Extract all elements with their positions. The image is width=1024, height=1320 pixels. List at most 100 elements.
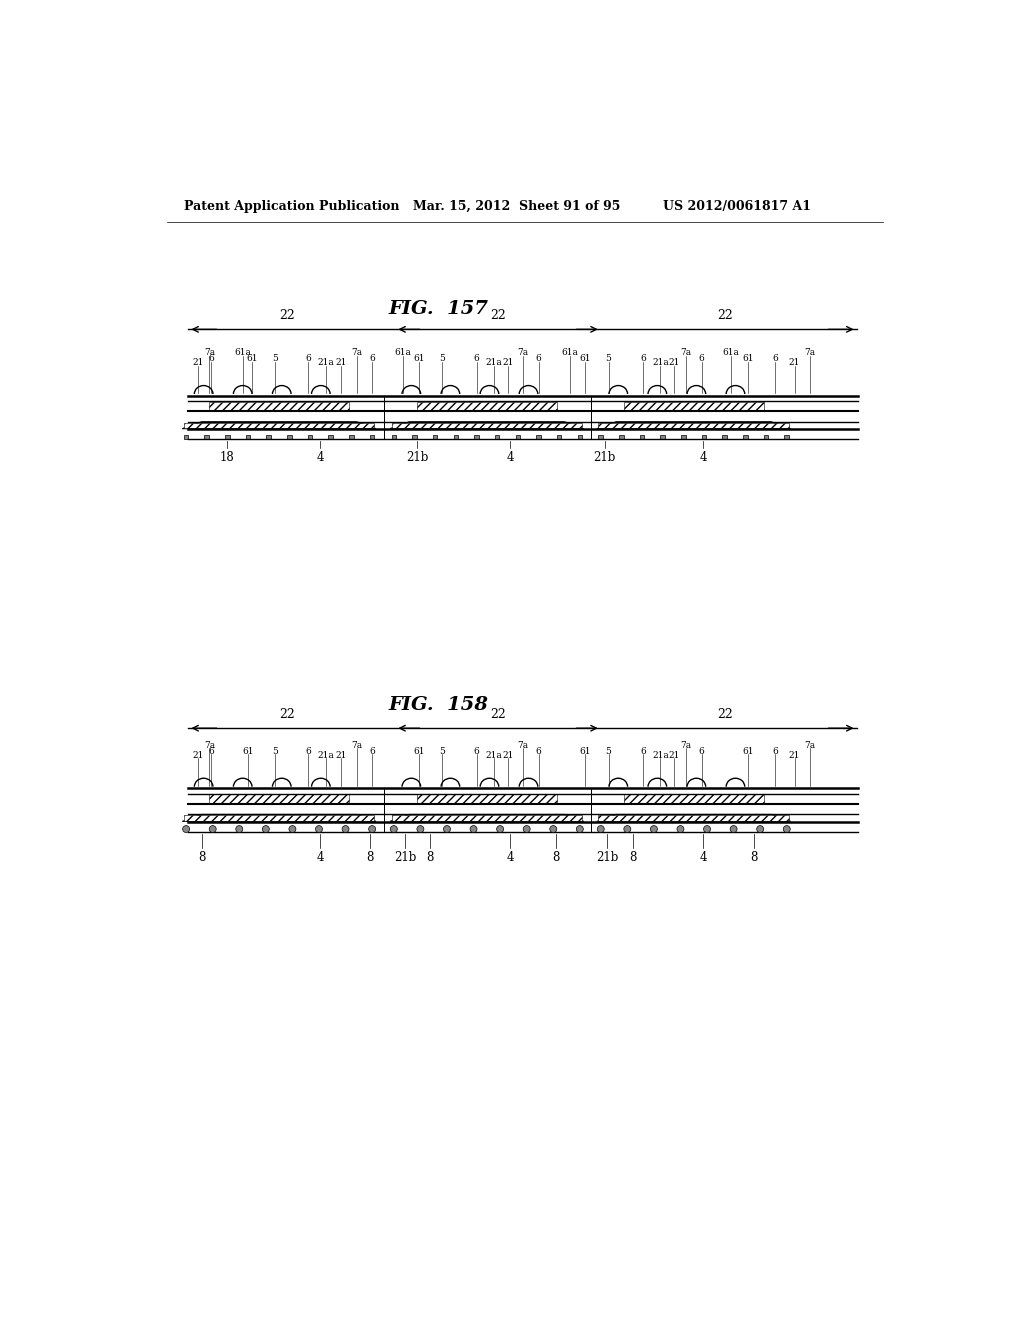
Bar bbox=[722, 434, 727, 438]
Bar bbox=[183, 434, 188, 438]
Text: 6: 6 bbox=[370, 354, 375, 363]
Text: 61: 61 bbox=[246, 354, 258, 363]
Text: 8: 8 bbox=[427, 851, 434, 865]
Bar bbox=[620, 434, 624, 438]
Text: 21a: 21a bbox=[485, 358, 502, 367]
Text: 5: 5 bbox=[439, 354, 444, 363]
Circle shape bbox=[470, 825, 477, 833]
Bar bbox=[537, 434, 541, 438]
Text: 6: 6 bbox=[772, 747, 778, 756]
Text: 21b: 21b bbox=[406, 451, 428, 465]
Text: 21: 21 bbox=[788, 358, 800, 367]
Polygon shape bbox=[597, 814, 791, 821]
Circle shape bbox=[757, 825, 764, 833]
Text: 61: 61 bbox=[413, 354, 424, 363]
Bar bbox=[308, 434, 312, 438]
Text: 18: 18 bbox=[220, 451, 234, 465]
Text: 22: 22 bbox=[279, 709, 295, 721]
Text: 61a: 61a bbox=[394, 348, 412, 356]
Bar bbox=[743, 434, 748, 438]
Text: 7a: 7a bbox=[204, 741, 215, 750]
Text: 7a: 7a bbox=[204, 348, 215, 356]
Circle shape bbox=[783, 825, 791, 833]
Text: 5: 5 bbox=[272, 747, 279, 756]
Bar bbox=[349, 434, 353, 438]
Circle shape bbox=[369, 825, 376, 833]
Circle shape bbox=[624, 825, 631, 833]
Text: 61a: 61a bbox=[723, 348, 739, 356]
Text: 7a: 7a bbox=[518, 741, 528, 750]
Text: 6: 6 bbox=[772, 354, 778, 363]
Polygon shape bbox=[391, 422, 583, 428]
Text: 7a: 7a bbox=[351, 348, 362, 356]
Polygon shape bbox=[624, 795, 764, 803]
Bar bbox=[413, 434, 417, 438]
Text: 21b: 21b bbox=[394, 851, 417, 865]
Bar bbox=[578, 434, 583, 438]
Polygon shape bbox=[598, 422, 790, 428]
Text: 6: 6 bbox=[536, 354, 542, 363]
Circle shape bbox=[497, 825, 504, 833]
Circle shape bbox=[650, 825, 657, 833]
Polygon shape bbox=[183, 816, 375, 821]
Bar bbox=[225, 434, 229, 438]
Text: FIG.  158: FIG. 158 bbox=[388, 696, 488, 714]
Text: FIG.  157: FIG. 157 bbox=[388, 300, 488, 318]
Text: US 2012/0061817 A1: US 2012/0061817 A1 bbox=[663, 199, 811, 213]
Bar bbox=[701, 434, 707, 438]
Circle shape bbox=[315, 825, 323, 833]
Text: 6: 6 bbox=[698, 354, 705, 363]
Text: 21: 21 bbox=[193, 751, 204, 759]
Bar bbox=[246, 434, 251, 438]
Text: 6: 6 bbox=[208, 747, 214, 756]
Bar bbox=[557, 434, 561, 438]
Bar bbox=[515, 434, 520, 438]
Bar bbox=[784, 434, 790, 438]
Text: 61: 61 bbox=[243, 747, 254, 756]
Circle shape bbox=[730, 825, 737, 833]
Text: 61: 61 bbox=[413, 747, 424, 756]
Text: 21a: 21a bbox=[317, 751, 334, 759]
Circle shape bbox=[209, 825, 216, 833]
Text: 8: 8 bbox=[198, 851, 206, 865]
Text: Patent Application Publication: Patent Application Publication bbox=[183, 199, 399, 213]
Text: 7a: 7a bbox=[518, 348, 528, 356]
Text: 7a: 7a bbox=[680, 348, 691, 356]
Bar bbox=[287, 434, 292, 438]
Text: 22: 22 bbox=[717, 709, 732, 721]
Bar bbox=[495, 434, 500, 438]
Text: 6: 6 bbox=[305, 354, 310, 363]
Text: 6: 6 bbox=[536, 747, 542, 756]
Bar bbox=[454, 434, 458, 438]
Text: 5: 5 bbox=[272, 354, 279, 363]
Circle shape bbox=[577, 825, 584, 833]
Text: 22: 22 bbox=[490, 709, 506, 721]
Text: 8: 8 bbox=[367, 851, 374, 865]
Polygon shape bbox=[391, 816, 583, 821]
Circle shape bbox=[262, 825, 269, 833]
Text: 61: 61 bbox=[580, 354, 591, 363]
Text: 4: 4 bbox=[699, 851, 707, 865]
Text: 21: 21 bbox=[502, 751, 513, 759]
Bar bbox=[474, 434, 479, 438]
Bar bbox=[370, 434, 375, 438]
Polygon shape bbox=[597, 422, 791, 429]
Text: 61: 61 bbox=[742, 354, 754, 363]
Text: 21a: 21a bbox=[317, 358, 334, 367]
Bar bbox=[681, 434, 686, 438]
Text: 8: 8 bbox=[751, 851, 758, 865]
Text: 7a: 7a bbox=[351, 741, 362, 750]
Text: Mar. 15, 2012  Sheet 91 of 95: Mar. 15, 2012 Sheet 91 of 95 bbox=[414, 199, 621, 213]
Text: 5: 5 bbox=[439, 747, 444, 756]
Polygon shape bbox=[390, 814, 584, 821]
Text: 61: 61 bbox=[580, 747, 591, 756]
Circle shape bbox=[523, 825, 530, 833]
Polygon shape bbox=[417, 795, 557, 803]
Text: 21b: 21b bbox=[594, 451, 615, 465]
Text: 61a: 61a bbox=[561, 348, 579, 356]
Text: 6: 6 bbox=[208, 354, 214, 363]
Text: 6: 6 bbox=[305, 747, 310, 756]
Bar bbox=[329, 434, 333, 438]
Circle shape bbox=[236, 825, 243, 833]
Text: 21: 21 bbox=[502, 358, 513, 367]
